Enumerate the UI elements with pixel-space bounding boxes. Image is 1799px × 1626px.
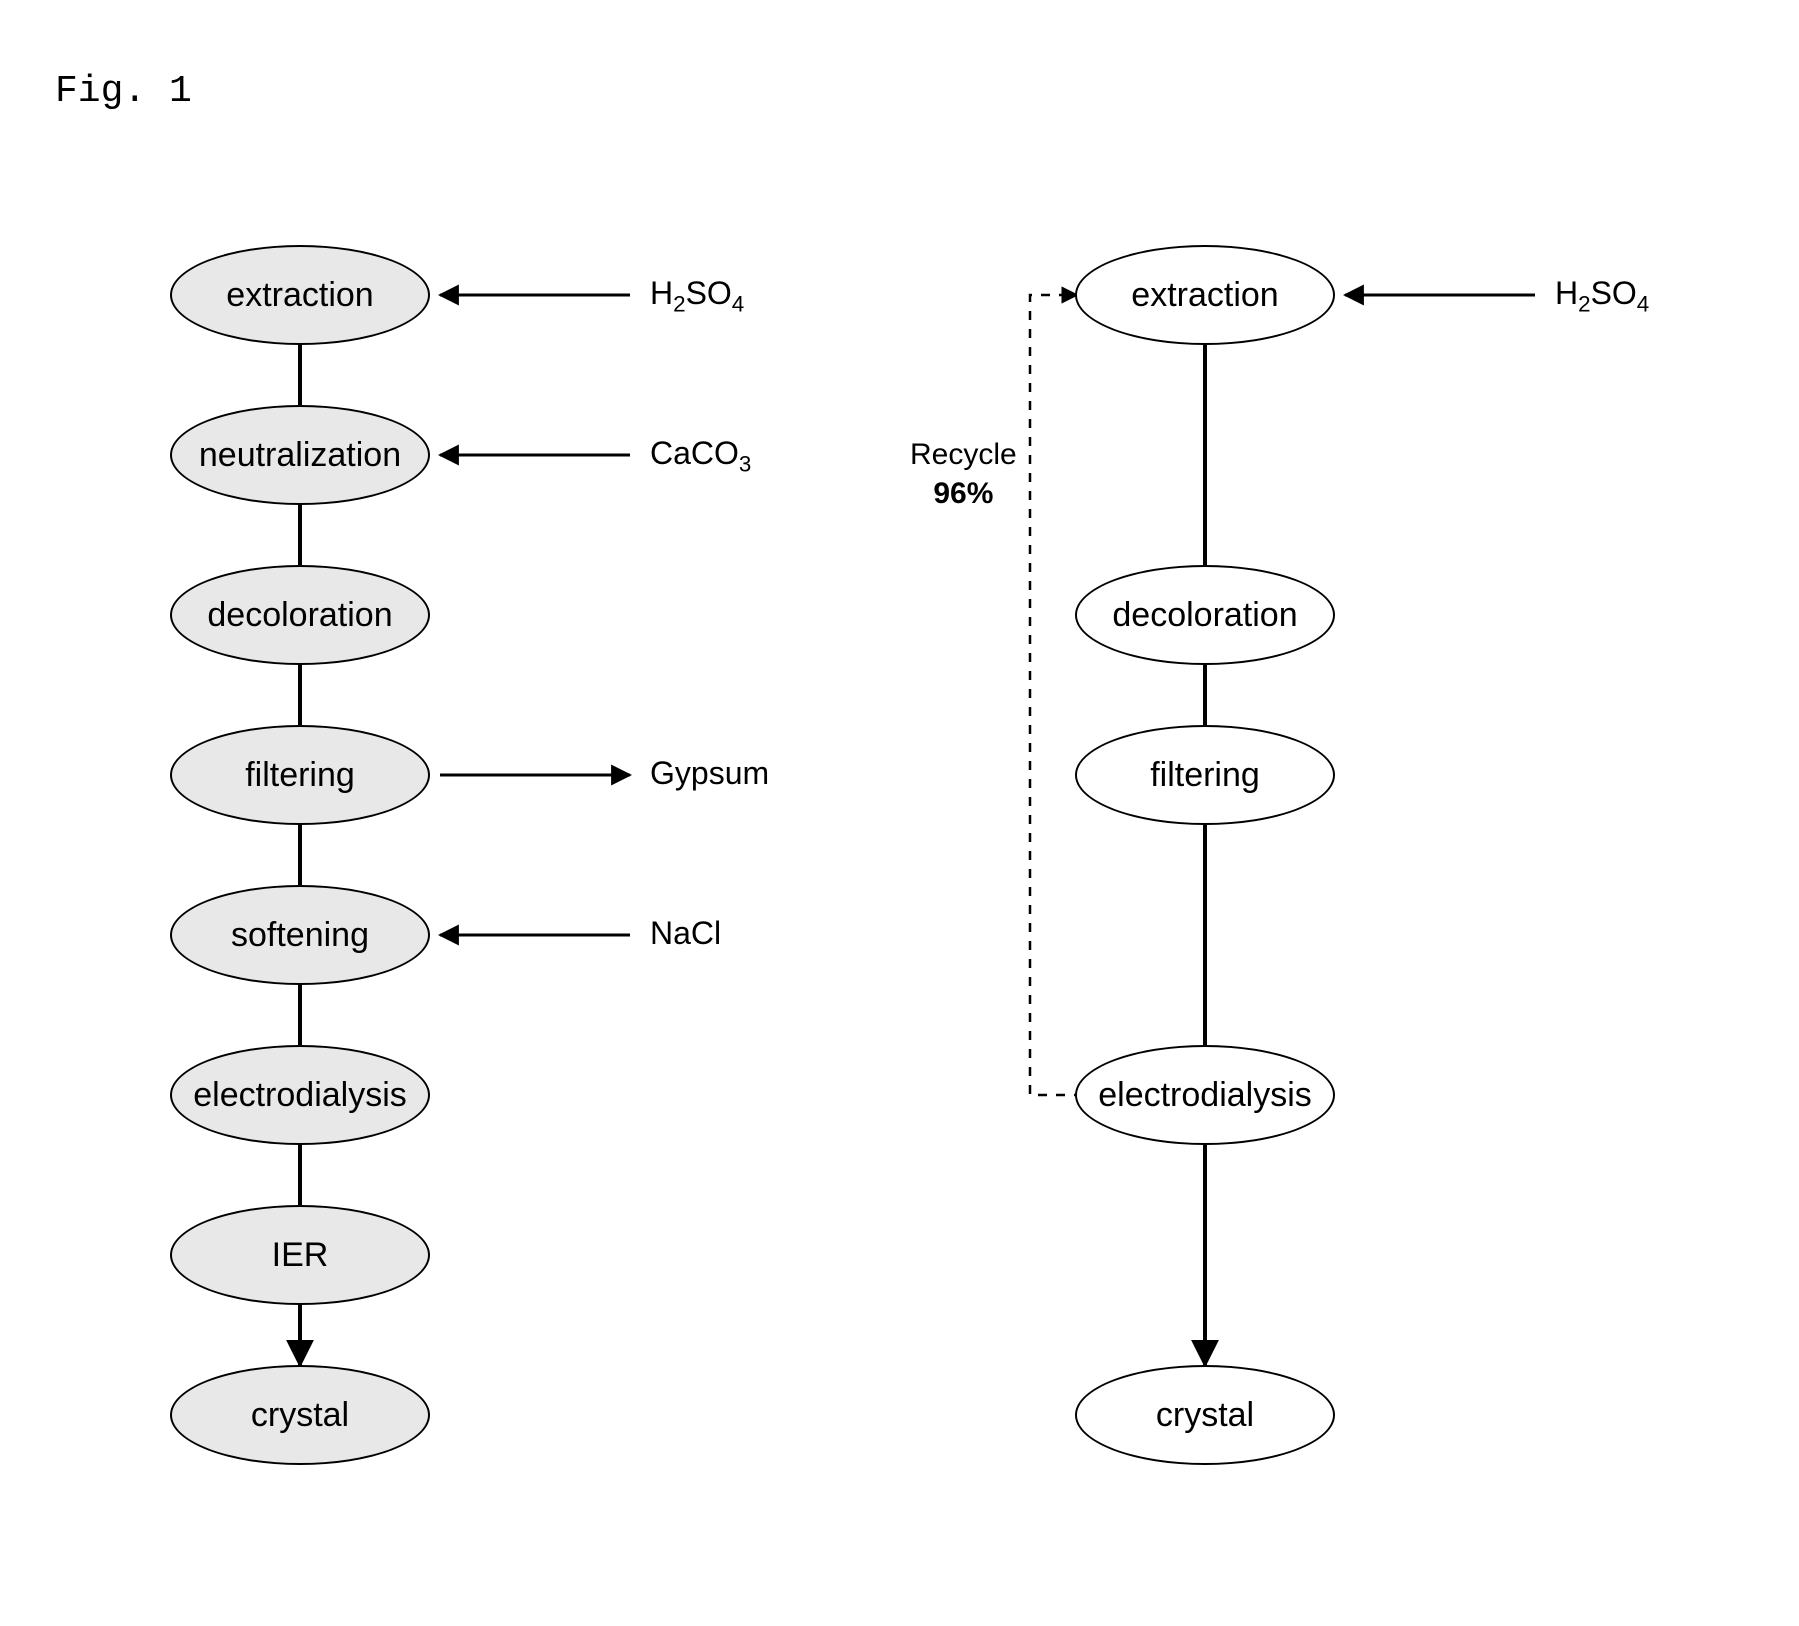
node-crystal: crystal (170, 1365, 430, 1465)
recycle-label: Recycle 96% (910, 435, 1017, 513)
node-r-extraction: extraction (1075, 245, 1335, 345)
recycle-percent: 96% (933, 477, 993, 510)
node-r-crystal: crystal (1075, 1365, 1335, 1465)
figure-canvas: Fig. 1 extraction neutralization decolorat… (0, 0, 1799, 1626)
label-filtering: Gypsum (650, 755, 769, 792)
node-r-electrodialysis: electrodialysis (1075, 1045, 1335, 1145)
node-filtering: filtering (170, 725, 430, 825)
node-extraction: extraction (170, 245, 430, 345)
node-decoloration: decoloration (170, 565, 430, 665)
recycle-text: Recycle (910, 438, 1017, 471)
node-ier: IER (170, 1205, 430, 1305)
node-r-filtering: filtering (1075, 725, 1335, 825)
label-extraction: H2SO4 (650, 275, 744, 317)
figure-label: Fig. 1 (55, 70, 192, 113)
node-electrodialysis: electrodialysis (170, 1045, 430, 1145)
label-softening: NaCl (650, 915, 721, 952)
label-r-extraction: H2SO4 (1555, 275, 1649, 317)
node-softening: softening (170, 885, 430, 985)
label-neutralization: CaCO3 (650, 435, 751, 477)
node-neutralization: neutralization (170, 405, 430, 505)
node-r-decoloration: decoloration (1075, 565, 1335, 665)
